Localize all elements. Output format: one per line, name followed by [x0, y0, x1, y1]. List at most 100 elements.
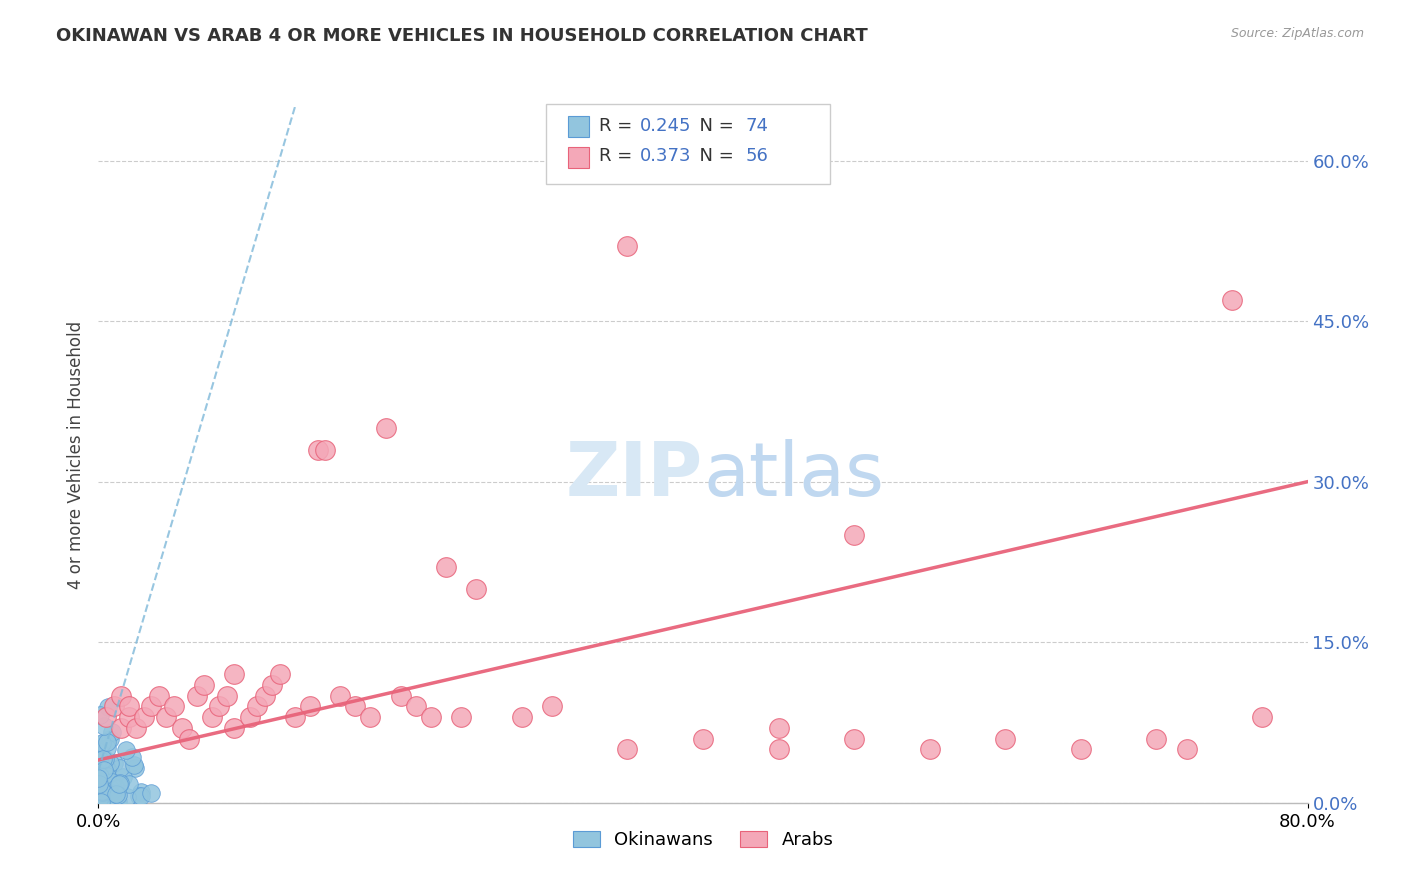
Point	[224, 721, 246, 735]
Point	[616, 239, 638, 253]
Point	[90, 769, 112, 783]
Y-axis label: 4 or more Vehicles in Household: 4 or more Vehicles in Household	[66, 321, 84, 589]
Point	[111, 770, 134, 784]
Point	[344, 699, 367, 714]
Point	[89, 778, 111, 792]
Point	[90, 738, 112, 752]
Point	[110, 721, 132, 735]
Text: R =: R =	[599, 117, 638, 135]
Point	[132, 710, 155, 724]
Point	[224, 667, 246, 681]
Point	[768, 721, 790, 735]
Text: 56: 56	[745, 147, 768, 165]
Point	[170, 721, 193, 735]
Point	[97, 786, 120, 800]
Text: N =: N =	[689, 117, 740, 135]
Point	[91, 736, 114, 750]
Point	[89, 791, 111, 805]
Point	[118, 777, 141, 791]
Point	[201, 710, 224, 724]
Point	[103, 794, 125, 808]
Point	[129, 785, 152, 799]
Point	[208, 699, 231, 714]
Point	[121, 750, 143, 764]
Point	[1251, 710, 1274, 724]
Point	[1175, 742, 1198, 756]
Point	[93, 764, 115, 778]
Point	[96, 735, 118, 749]
Point	[239, 710, 262, 724]
Point	[91, 773, 114, 788]
Point	[98, 732, 121, 747]
Point	[91, 785, 114, 799]
Point	[87, 792, 110, 806]
Point	[91, 792, 114, 806]
Point	[89, 708, 111, 723]
Point	[89, 769, 111, 783]
Point	[87, 777, 110, 791]
Point	[918, 742, 941, 756]
Point	[186, 689, 208, 703]
Point	[94, 710, 117, 724]
Point	[1144, 731, 1167, 746]
Point	[98, 756, 121, 771]
Point	[450, 710, 472, 724]
Point	[139, 786, 162, 800]
Point	[87, 771, 110, 785]
Point	[91, 776, 114, 790]
Text: N =: N =	[689, 147, 740, 165]
Point	[94, 751, 117, 765]
Point	[93, 719, 115, 733]
Point	[284, 710, 307, 724]
Text: ZIP: ZIP	[565, 439, 703, 512]
Point	[107, 794, 129, 808]
FancyBboxPatch shape	[546, 103, 830, 184]
FancyBboxPatch shape	[568, 116, 589, 137]
Point	[118, 710, 141, 724]
Text: R =: R =	[599, 147, 638, 165]
Point	[844, 528, 866, 542]
Point	[148, 689, 170, 703]
Point	[101, 724, 124, 739]
Point	[90, 788, 112, 802]
Point	[105, 793, 128, 807]
Point	[87, 786, 110, 800]
Point	[89, 781, 111, 796]
Point	[105, 780, 128, 795]
Point	[163, 699, 186, 714]
Point	[91, 752, 114, 766]
Point	[103, 756, 125, 771]
Text: 0.245: 0.245	[640, 117, 692, 135]
Point	[118, 699, 141, 714]
Point	[98, 794, 121, 808]
Point	[108, 777, 131, 791]
Point	[89, 792, 111, 806]
Point	[98, 785, 121, 799]
Point	[98, 796, 121, 810]
Point	[96, 740, 118, 755]
Text: OKINAWAN VS ARAB 4 OR MORE VEHICLES IN HOUSEHOLD CORRELATION CHART: OKINAWAN VS ARAB 4 OR MORE VEHICLES IN H…	[56, 27, 868, 45]
Point	[307, 442, 329, 457]
Point	[125, 721, 148, 735]
Point	[90, 793, 112, 807]
Point	[994, 731, 1017, 746]
Point	[117, 790, 139, 805]
Point	[91, 787, 114, 801]
Point	[96, 763, 118, 777]
Point	[93, 763, 115, 777]
Point	[97, 700, 120, 714]
Point	[540, 699, 562, 714]
Point	[215, 689, 238, 703]
Point	[107, 788, 129, 802]
Point	[193, 678, 215, 692]
Point	[89, 742, 111, 756]
Point	[90, 795, 112, 809]
Point	[87, 752, 110, 766]
Point	[89, 784, 111, 798]
Text: 0.373: 0.373	[640, 147, 692, 165]
Point	[98, 786, 121, 800]
Point	[96, 769, 118, 783]
Point	[110, 689, 132, 703]
Point	[129, 789, 152, 803]
Text: Source: ZipAtlas.com: Source: ZipAtlas.com	[1230, 27, 1364, 40]
